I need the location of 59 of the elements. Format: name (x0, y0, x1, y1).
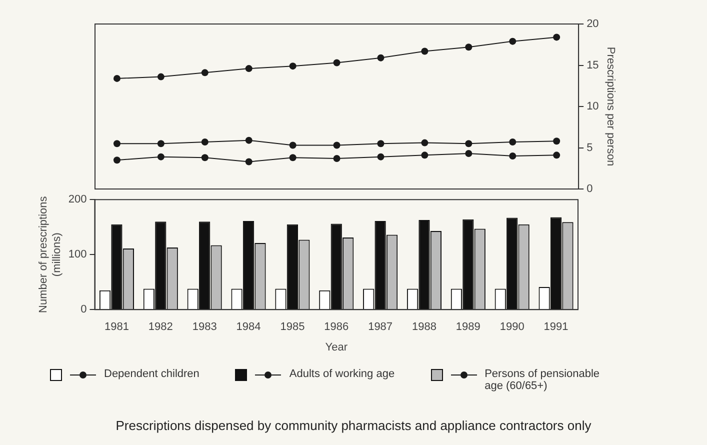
x-tick-label: 1986 (324, 321, 349, 334)
y-axis-title: Number of prescriptions (millions) (38, 196, 63, 313)
x-tick-label: 1991 (544, 321, 568, 334)
x-tick-label: 1987 (368, 321, 393, 334)
point (553, 152, 560, 159)
legend-label: Adults of working age (289, 368, 395, 380)
y-tick-label: 15 (586, 59, 599, 72)
x-tick-label: 1981 (104, 321, 129, 334)
y-tick-label: 0 (80, 304, 87, 316)
point (421, 139, 428, 146)
legend-label: Dependent children (104, 368, 200, 380)
point (465, 140, 472, 148)
point (553, 34, 560, 41)
point (421, 152, 428, 159)
point (377, 54, 384, 62)
point (509, 138, 516, 146)
point (289, 62, 296, 70)
y-tick-label: 5 (586, 142, 593, 154)
point (113, 156, 120, 164)
point (333, 142, 340, 149)
point (553, 138, 560, 145)
point (509, 152, 516, 160)
y-tick-label: 200 (68, 194, 87, 206)
point (289, 142, 296, 149)
point (377, 153, 384, 160)
y-tick-label: 100 (68, 248, 87, 261)
point (509, 38, 516, 45)
x-tick-label: 1985 (280, 321, 305, 334)
y-tick-label: 0 (586, 183, 593, 196)
legend-label: Persons of pensionable age (60/65+) (484, 368, 601, 392)
x-tick-label: 1984 (236, 321, 261, 334)
point (333, 154, 340, 162)
x-tick-label: 1982 (148, 321, 173, 334)
x-tick-label: 1988 (412, 321, 436, 334)
y-tick-label: 10 (586, 100, 599, 113)
point (245, 136, 252, 144)
point (113, 74, 120, 82)
point (245, 65, 252, 72)
x-tick-label: 1990 (500, 321, 524, 334)
point (333, 59, 340, 66)
point (377, 140, 384, 148)
text: Prescriptions dispensed by community pharmacists and appliance contractors only (114, 418, 592, 433)
point (113, 140, 120, 148)
x-tick-label: 1989 (456, 321, 480, 334)
point (421, 48, 428, 55)
point (465, 150, 472, 158)
point (201, 69, 208, 76)
y-tick-label: 20 (586, 18, 599, 30)
x-axis-title: Year (325, 341, 348, 354)
point (245, 158, 252, 166)
point (289, 154, 296, 162)
x-tick-label: 1983 (192, 321, 217, 334)
point (465, 44, 472, 51)
y-axis-title: Prescriptions per person (604, 46, 616, 166)
point (157, 140, 164, 148)
point (201, 154, 208, 162)
point (157, 153, 164, 160)
point (157, 73, 164, 80)
point (201, 138, 208, 146)
